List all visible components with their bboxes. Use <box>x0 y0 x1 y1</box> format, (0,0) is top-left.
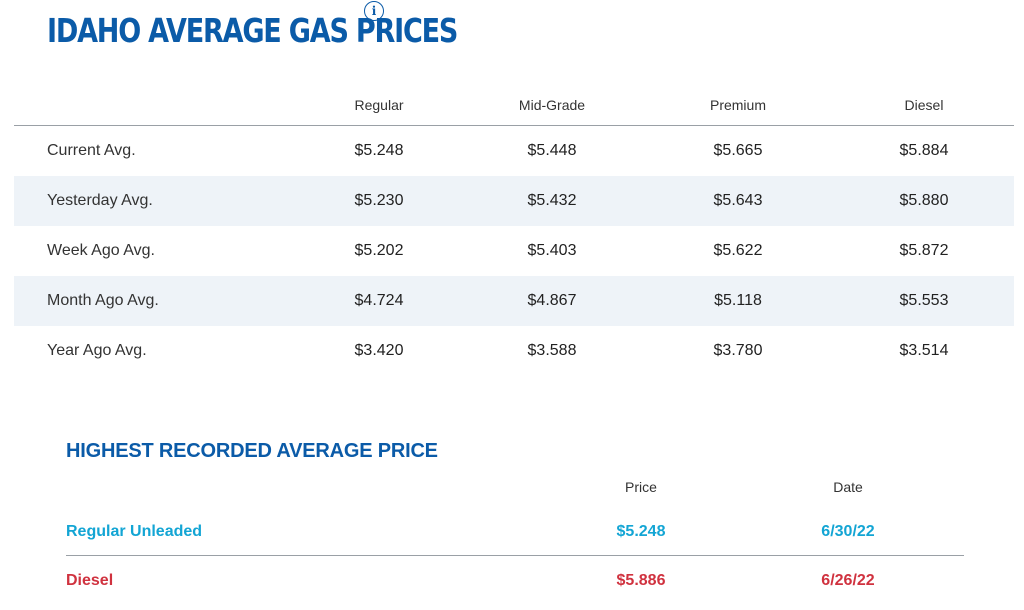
diesel-price-cell: $5.880 <box>899 192 949 209</box>
row-label: Month Ago Avg. <box>47 292 159 309</box>
mid-grade-price-cell: $5.448 <box>527 142 577 159</box>
highest-row-regular: Regular Unleaded $5.248 6/30/22 <box>66 507 964 556</box>
diesel-price-cell: $5.553 <box>899 292 949 309</box>
premium-price-cell: $3.780 <box>713 342 763 359</box>
row-label: Diesel <box>66 572 114 589</box>
regular-price-cell: $4.724 <box>354 292 404 309</box>
column-header-date: Date <box>833 479 863 495</box>
row-label: Regular Unleaded <box>66 523 203 540</box>
mid-grade-price-cell: $3.588 <box>527 342 577 359</box>
row-label: Week Ago Avg. <box>47 242 155 259</box>
premium-price-cell: $5.622 <box>713 242 763 259</box>
table-row: Year Ago Avg. $3.420 $3.588 $3.780 $3.51… <box>14 326 1014 376</box>
highest-date-value: 6/30/22 <box>821 523 875 540</box>
mid-grade-price-cell: $4.867 <box>527 292 577 309</box>
highest-price-value: $5.886 <box>616 572 666 589</box>
row-label: Yesterday Avg. <box>47 192 153 209</box>
table-row: Month Ago Avg. $4.724 $4.867 $5.118 $5.5… <box>14 276 1014 326</box>
premium-price-cell: $5.643 <box>713 192 763 209</box>
highest-price-title: HIGHEST RECORDED AVERAGE PRICE <box>66 440 438 462</box>
diesel-price-cell: $5.884 <box>899 142 949 159</box>
regular-price-cell: $5.202 <box>354 242 404 259</box>
row-label: Current Avg. <box>47 142 136 159</box>
row-label: Year Ago Avg. <box>47 342 147 359</box>
highest-date-value: 6/26/22 <box>821 572 875 589</box>
highest-row-diesel: Diesel $5.886 6/26/22 <box>66 556 964 604</box>
column-header-diesel: Diesel <box>904 96 944 113</box>
regular-price-cell: $5.248 <box>354 142 404 159</box>
gas-prices-table: Regular Mid-Grade Premium Diesel Current… <box>14 84 1014 374</box>
column-header-price: Price <box>625 479 657 495</box>
mid-grade-price-cell: $5.403 <box>527 242 577 259</box>
table-header-row: Regular Mid-Grade Premium Diesel <box>14 84 1014 126</box>
table-row: Current Avg. $5.248 $5.448 $5.665 $5.884 <box>14 126 1014 176</box>
column-header-mid-grade: Mid-Grade <box>518 96 586 113</box>
table-row: Week Ago Avg. $5.202 $5.403 $5.622 $5.87… <box>14 226 1014 276</box>
premium-price-cell: $5.118 <box>714 292 762 309</box>
info-icon[interactable]: i <box>364 1 384 21</box>
premium-price-cell: $5.665 <box>713 142 763 159</box>
diesel-price-cell: $3.514 <box>899 342 949 359</box>
mid-grade-price-cell: $5.432 <box>527 192 577 209</box>
page-title: IDAHO AVERAGE GAS PRICES <box>47 11 458 50</box>
regular-price-cell: $5.230 <box>354 192 404 209</box>
table-row: Yesterday Avg. $5.230 $5.432 $5.643 $5.8… <box>14 176 1014 226</box>
column-header-regular: Regular <box>354 96 404 113</box>
page-header: IDAHO AVERAGE GAS PRICES <box>47 8 547 58</box>
diesel-price-cell: $5.872 <box>899 242 949 259</box>
highest-price-value: $5.248 <box>616 523 666 540</box>
column-header-premium: Premium <box>709 96 766 113</box>
regular-price-cell: $3.420 <box>354 342 404 359</box>
